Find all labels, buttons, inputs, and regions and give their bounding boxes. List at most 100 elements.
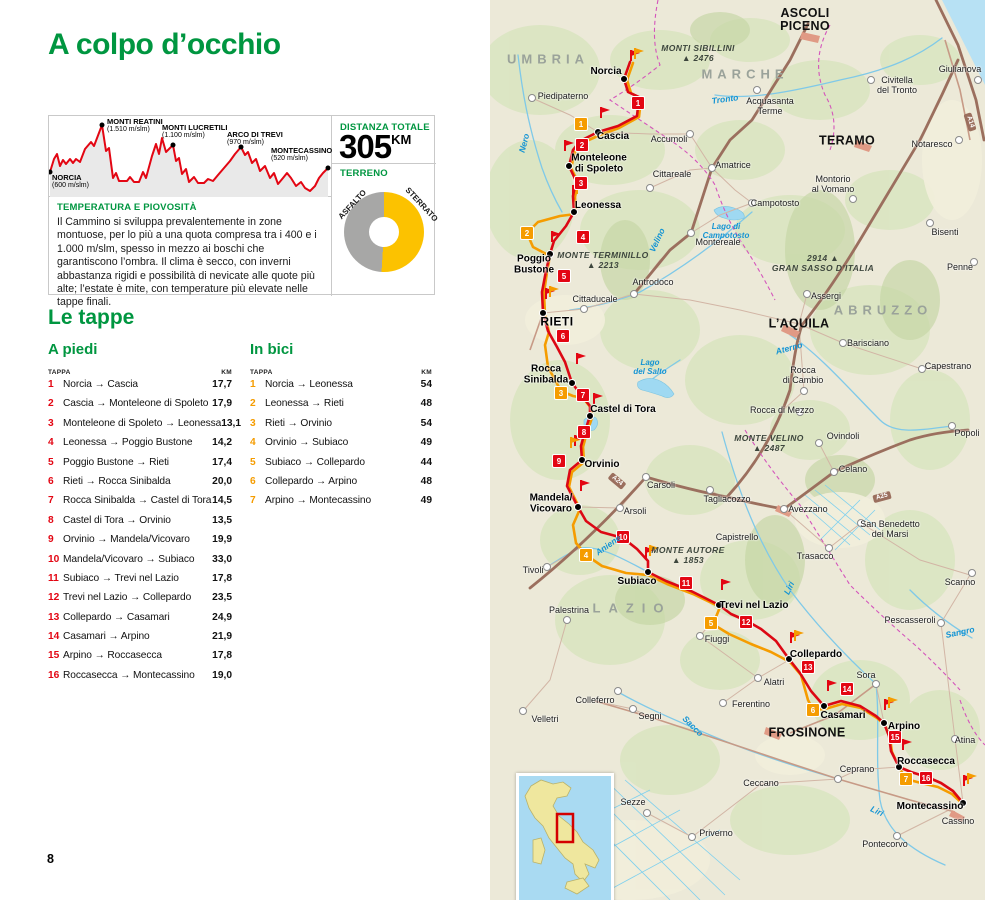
town-dot bbox=[830, 468, 838, 476]
stage-number: 3 bbox=[250, 417, 256, 429]
stage-row: 7 Arpino → Montecassino 49 bbox=[250, 495, 432, 514]
profile-label: MONTI REATINI (1.510 m/slm) bbox=[107, 117, 163, 133]
town-dot bbox=[706, 486, 714, 494]
stage-flag-icon bbox=[545, 288, 555, 299]
peak-label: MONTI SIBILLINI ▲ 2476 bbox=[661, 42, 735, 63]
divider bbox=[332, 163, 436, 164]
stage-row: 10 Mandela/Vicovaro → Subiaco 33,0 bbox=[48, 554, 232, 573]
town-label: Giulianova bbox=[938, 64, 982, 75]
town-label: Scanno bbox=[944, 577, 976, 588]
stage-number: 6 bbox=[48, 475, 54, 487]
distance-label: DISTANZA TOTALE bbox=[340, 122, 430, 133]
stage-km: 49 bbox=[420, 437, 432, 449]
stage-row: 4 Orvinio → Subiaco 49 bbox=[250, 437, 432, 456]
stage-flag-icon bbox=[630, 50, 640, 61]
town-dot bbox=[753, 86, 761, 94]
stage-flag-icon bbox=[967, 773, 977, 784]
walk-stage-marker: 15 bbox=[889, 731, 901, 743]
bike-stage-marker: 6 bbox=[807, 704, 819, 716]
city-label: ASCOLI PICENO bbox=[780, 5, 830, 33]
town-label: Amatrice bbox=[715, 160, 751, 171]
town-label: Atina bbox=[954, 735, 976, 746]
stage-km: 21,9 bbox=[212, 631, 232, 643]
town-label: Celano bbox=[838, 464, 868, 475]
terrain-label: TERRENO bbox=[340, 168, 388, 179]
town-dot bbox=[528, 94, 536, 102]
town-label: San Benedetto dei Marsi bbox=[860, 519, 920, 539]
route-town-dot bbox=[880, 719, 888, 727]
stage-number: 12 bbox=[48, 592, 60, 604]
route-town-dot bbox=[620, 75, 628, 83]
stage-km: 20,0 bbox=[212, 475, 232, 487]
overview-panel: NORCIA (600 m/slm) MONTI REATINI (1.510 … bbox=[48, 115, 440, 308]
route-town-dot bbox=[586, 412, 594, 420]
stage-route: Rieti → Orvinio bbox=[265, 417, 332, 429]
town-label: Capistrello bbox=[715, 532, 759, 543]
stage-number: 14 bbox=[48, 631, 60, 643]
town-dot bbox=[796, 408, 804, 416]
bike-stage-marker: 3 bbox=[555, 387, 567, 399]
town-label: Barisciano bbox=[846, 338, 890, 349]
region-label: LAZIO bbox=[592, 600, 672, 616]
route-town-dot bbox=[959, 799, 967, 807]
stage-row: 3 Rieti → Orvinio 54 bbox=[250, 418, 432, 437]
stage-row: 7 Rocca Sinibalda → Castel di Tora 14,5 bbox=[48, 495, 232, 514]
town-label: Tivoli bbox=[522, 565, 544, 576]
stage-route: Leonessa → Rieti bbox=[265, 398, 344, 410]
stage-route: Norcia → Cascia bbox=[63, 379, 138, 390]
stage-route: Cascia → Monteleone di Spoleto bbox=[63, 398, 209, 410]
italy-inset-map bbox=[516, 773, 614, 900]
town-label: Velletri bbox=[531, 714, 559, 725]
profile-label: NORCIA (600 m/slm) bbox=[52, 173, 89, 189]
town-dot bbox=[968, 569, 976, 577]
stage-flag-icon bbox=[902, 739, 912, 750]
town-dot bbox=[563, 616, 571, 624]
stage-number: 4 bbox=[48, 437, 54, 449]
stage-km: 49 bbox=[420, 495, 432, 507]
bike-table-head: TAPPA KM bbox=[250, 369, 432, 376]
stage-flag-icon bbox=[580, 480, 590, 491]
stage-number: 2 bbox=[48, 398, 54, 410]
peak-label: 2914 ▲ GRAN SASSO D’ITALIA bbox=[771, 252, 875, 273]
city-label: TERAMO bbox=[819, 133, 875, 148]
stage-route: Collepardo → Arpino bbox=[265, 475, 358, 487]
stage-km: 13,5 bbox=[212, 514, 232, 526]
town-dot bbox=[687, 229, 695, 237]
col-tappa: TAPPA bbox=[48, 369, 71, 376]
bike-stage-marker: 7 bbox=[900, 773, 912, 785]
stage-flag-icon bbox=[593, 393, 603, 404]
stage-km: 48 bbox=[420, 475, 432, 487]
stage-flag-icon bbox=[634, 48, 644, 59]
distance-value: 305KM bbox=[339, 128, 412, 165]
walk-stage-marker: 2 bbox=[576, 139, 588, 151]
town-label: Trasacco bbox=[796, 551, 834, 562]
town-dot bbox=[834, 775, 842, 783]
profile-label: ARCO DI TREVI (970 m/slm) bbox=[227, 130, 283, 146]
climate-text: Il Cammino si sviluppa prevalentemente i… bbox=[57, 216, 317, 309]
town-dot bbox=[825, 544, 833, 552]
town-dot bbox=[918, 365, 926, 373]
town-label: Fiuggi bbox=[704, 634, 730, 645]
region-boundaries bbox=[608, 0, 985, 746]
stage-flag-icon bbox=[888, 697, 898, 708]
walk-stage-marker: 7 bbox=[577, 389, 589, 401]
stage-route: Subiaco → Trevi nel Lazio bbox=[63, 572, 179, 584]
stage-km: 24,9 bbox=[212, 611, 232, 623]
route-town-label: Montecassino bbox=[896, 800, 964, 812]
town-dot bbox=[543, 563, 551, 571]
route-town-dot bbox=[715, 601, 723, 609]
town-dot bbox=[857, 519, 865, 527]
sicily-shape bbox=[564, 877, 590, 895]
lake-label: Lago di Campotosto bbox=[702, 222, 750, 240]
stage-row: 6 Collepardo → Arpino 48 bbox=[250, 476, 432, 495]
peak-label: MONTE AUTORE ▲ 1853 bbox=[651, 544, 725, 565]
italy-inset-svg bbox=[519, 776, 611, 900]
stage-flag-icon bbox=[576, 353, 586, 364]
town-dot bbox=[951, 735, 959, 743]
route-town-dot bbox=[539, 309, 547, 317]
route-town-label: Cascia bbox=[596, 130, 630, 142]
walk-stage-marker: 5 bbox=[558, 270, 570, 282]
town-dot bbox=[708, 164, 716, 172]
